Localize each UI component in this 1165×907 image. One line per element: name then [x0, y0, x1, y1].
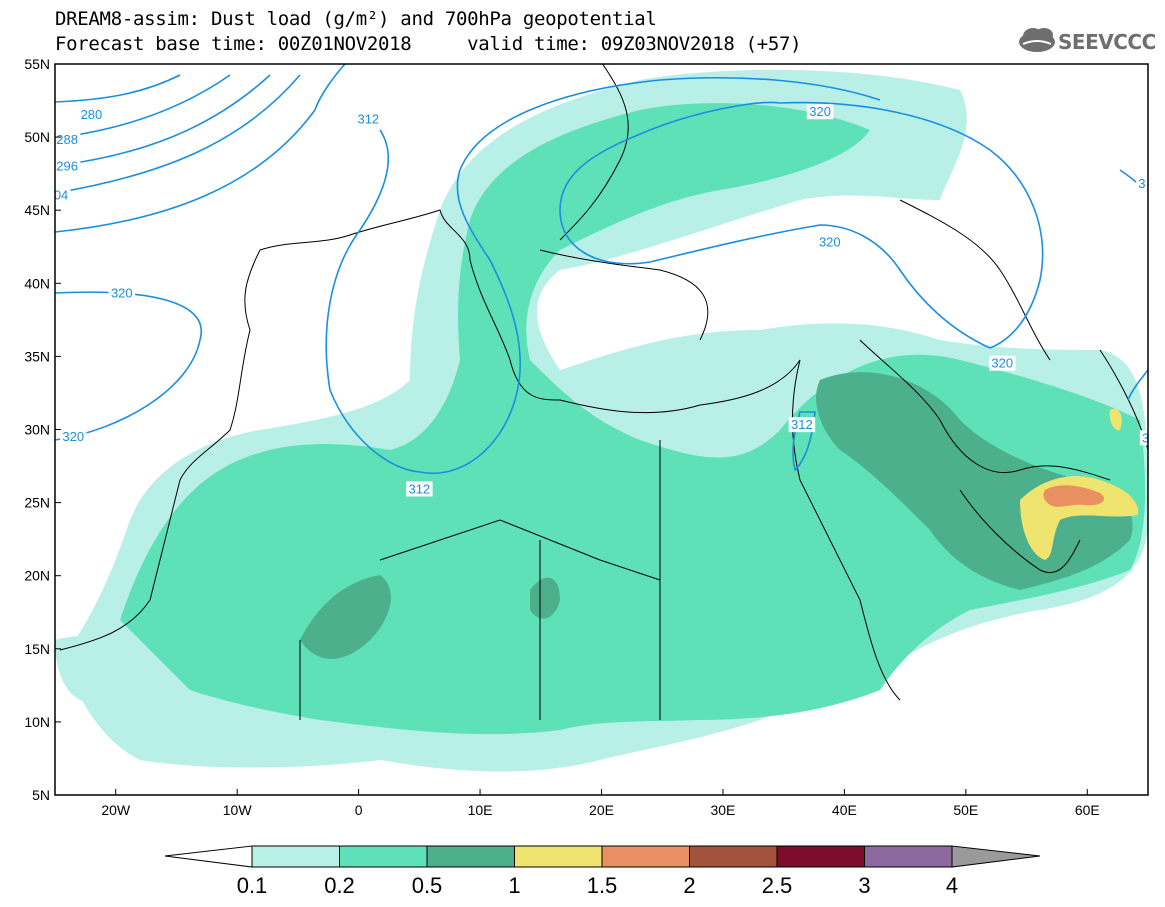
lon-label: 20W	[101, 802, 131, 818]
colorbar-label: 0.1	[237, 873, 268, 898]
lon-label: 10W	[223, 802, 253, 818]
lat-label: 30N	[24, 422, 50, 438]
contour-label: 312	[357, 112, 379, 127]
colorbar-labels: 0.1 0.2 0.5 1 1.5 2 2.5 3 4	[237, 873, 958, 898]
contour-label: 320	[809, 104, 831, 119]
colorbar-bin	[251, 845, 340, 868]
colorbar-label: 0.2	[324, 873, 355, 898]
contour-label: 320	[111, 286, 133, 301]
contour-label-bg	[806, 104, 834, 120]
dust-shade-0-5-libya	[530, 577, 560, 619]
lon-label: 30E	[710, 802, 735, 818]
colorbar-label: 2	[683, 873, 695, 898]
contour-label: 3	[1142, 430, 1149, 445]
lat-label: 10N	[24, 714, 50, 730]
logo-text: SEEVCCC	[1058, 30, 1156, 54]
contour-label-bg	[53, 132, 81, 148]
colorbar-label: 1	[508, 873, 520, 898]
contour-label: 320	[991, 356, 1013, 371]
contour-label-bg	[989, 355, 1016, 371]
contour-label-bg	[78, 107, 105, 123]
colorbar	[164, 845, 1041, 868]
chart-subtitle-times: Forecast base time: 00Z01NOV2018 valid t…	[55, 33, 802, 55]
contour-label: 288	[56, 132, 78, 147]
contour-label: 320	[62, 429, 84, 444]
dust-shade-0-5-sahara	[300, 575, 391, 659]
latitude-labels: 55N 50N 45N 40N 35N 30N 25N 20N 15N 10N 5N	[24, 56, 50, 803]
contour-label: 296	[56, 158, 78, 173]
lat-label: 50N	[24, 129, 50, 145]
colorbar-bin	[514, 845, 603, 868]
colorbar-label: 4	[946, 873, 958, 898]
lat-label: 55N	[24, 56, 50, 72]
contour-label-bg	[108, 285, 136, 301]
geopotential-contours	[55, 64, 1148, 475]
contour-label: 312	[408, 481, 430, 496]
lat-label: 15N	[24, 641, 50, 657]
contour-label: 3	[1138, 176, 1145, 191]
lon-label: 10E	[468, 802, 493, 818]
dust-layer	[55, 69, 1148, 772]
coastlines	[59, 64, 1148, 720]
contour-label-bg	[1139, 430, 1152, 446]
colorbar-bin	[864, 845, 953, 868]
dust-shade-0-1-west	[55, 636, 152, 708]
contour-label-bg	[1136, 175, 1148, 191]
contour-label: 04	[54, 188, 68, 203]
contour-label-bg	[355, 111, 382, 127]
lon-label: 40E	[832, 802, 857, 818]
chart-title: DREAM8-assim: Dust load (g/m²) and 700hP…	[55, 8, 657, 30]
contour-label-bg	[816, 234, 844, 250]
lat-label: 45N	[24, 202, 50, 218]
colorbar-bin	[601, 845, 690, 868]
colorbar-bin	[689, 845, 778, 868]
lat-label: 25N	[24, 495, 50, 511]
lat-label: 35N	[24, 348, 50, 364]
colorbar-label: 3	[858, 873, 870, 898]
colorbar-over-arrow	[951, 845, 1041, 868]
lon-label: 60E	[1075, 802, 1100, 818]
axis-ticks	[55, 63, 1088, 796]
colorbar-bin	[426, 845, 515, 868]
colorbar-under-arrow	[164, 845, 253, 868]
colorbar-bin	[339, 845, 428, 868]
lon-label: 0	[355, 802, 363, 818]
cloud-logo-icon	[1019, 28, 1055, 52]
colorbar-label: 2.5	[762, 873, 793, 898]
contour-label-bg	[51, 187, 71, 203]
lon-label: 20E	[589, 802, 614, 818]
contour-label-bg	[788, 417, 816, 433]
contour-label: 280	[81, 107, 103, 122]
dust-shade-1-5	[1043, 485, 1105, 507]
contour-label-bg	[53, 158, 81, 174]
lon-label: 50E	[953, 802, 978, 818]
contour-label-bg	[406, 481, 433, 497]
contour-label: 320	[819, 234, 841, 249]
lat-label: 5N	[32, 787, 50, 803]
colorbar-label: 0.5	[412, 873, 443, 898]
dust-shade-1-north	[1109, 408, 1122, 431]
contour-label-bg	[59, 428, 87, 444]
colorbar-label: 1.5	[587, 873, 618, 898]
lat-label: 20N	[24, 568, 50, 584]
longitude-labels: 20W 10W 0 10E 20E 30E 40E 50E 60E	[101, 802, 1099, 818]
colorbar-bin	[776, 845, 865, 868]
contour-label: 312	[791, 417, 813, 432]
lat-label: 40N	[24, 275, 50, 291]
